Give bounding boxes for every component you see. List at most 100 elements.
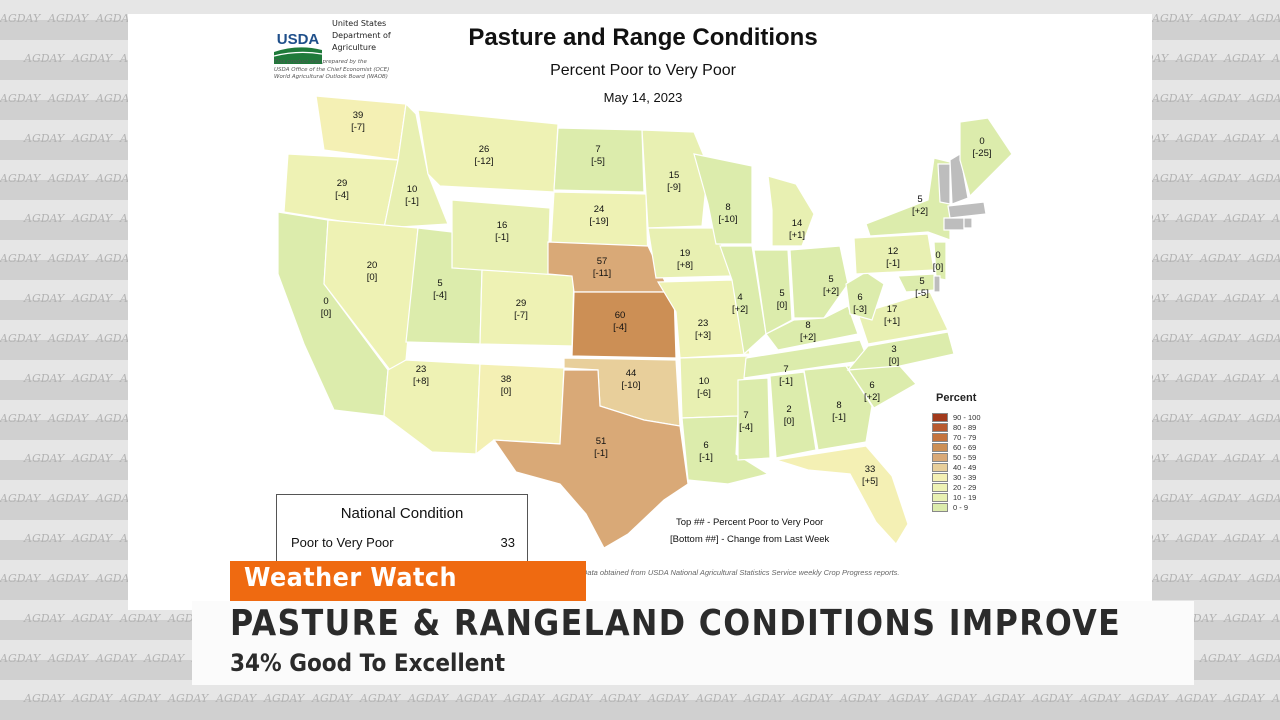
watermark-text: AGDAY bbox=[552, 692, 593, 705]
weather-watch-tag: Weather Watch bbox=[230, 561, 586, 601]
state-change-sc: [+2] bbox=[864, 392, 880, 403]
state-change-mo: [+3] bbox=[695, 330, 711, 341]
state-change-fl: [+5] bbox=[862, 476, 878, 487]
state-value-ia: 19 bbox=[680, 248, 691, 259]
state-change-ks: [-4] bbox=[613, 322, 627, 333]
state-value-wa: 39 bbox=[353, 110, 364, 121]
state-mt bbox=[417, 109, 559, 193]
watermark-text: AGDAY bbox=[72, 292, 113, 305]
watermark-text: AGDAY bbox=[984, 692, 1025, 705]
state-ks bbox=[571, 291, 677, 359]
state-nc bbox=[846, 331, 955, 371]
watermark-text: AGDAY bbox=[24, 212, 65, 225]
state-change-tn: [-1] bbox=[779, 376, 793, 387]
watermark-text: AGDAY bbox=[1224, 212, 1265, 225]
watermark-text: AGDAY bbox=[1176, 212, 1217, 225]
state-mi bbox=[767, 175, 815, 247]
legend-item: 80 - 89 bbox=[932, 422, 981, 432]
state-nm bbox=[475, 363, 565, 456]
state-mn bbox=[641, 129, 709, 229]
watermark-text: AGDAY bbox=[96, 412, 137, 425]
watermark-text: AGDAY bbox=[120, 612, 161, 625]
watermark-text: AGDAY bbox=[24, 372, 65, 385]
state-ky bbox=[765, 305, 859, 351]
legend-label: 60 - 69 bbox=[953, 442, 977, 452]
legend-label: 40 - 49 bbox=[953, 462, 977, 472]
watermark-text: AGDAY bbox=[72, 452, 113, 465]
state-value-ga: 8 bbox=[836, 400, 841, 411]
state-value-va: 17 bbox=[887, 304, 898, 315]
legend-item: 10 - 19 bbox=[932, 492, 981, 502]
watermark-text: AGDAY bbox=[1224, 452, 1265, 465]
watermark-text: AGDAY bbox=[0, 252, 41, 265]
state-ms bbox=[737, 377, 771, 461]
watermark-text: AGDAY bbox=[48, 492, 89, 505]
watermark-text: AGDAY bbox=[1128, 692, 1169, 705]
watermark-text: AGDAY bbox=[264, 692, 305, 705]
watermark-text: AGDAY bbox=[1248, 492, 1280, 505]
state-change-wv: [-3] bbox=[853, 304, 867, 315]
state-value-ca: 0 bbox=[323, 296, 328, 307]
watermark-text: AGDAY bbox=[1176, 132, 1217, 145]
watermark-text: AGDAY bbox=[168, 692, 209, 705]
state-ny bbox=[865, 157, 951, 241]
legend-swatch bbox=[932, 442, 948, 452]
watermark-text: AGDAY bbox=[0, 92, 41, 105]
state-value-nj: 0 bbox=[935, 250, 940, 261]
state-change-mi: [+1] bbox=[789, 230, 805, 241]
state-de bbox=[933, 275, 941, 293]
watermark-text: AGDAY bbox=[936, 692, 977, 705]
watermark-text: AGDAY bbox=[1200, 172, 1241, 185]
state-change-nv: [0] bbox=[367, 272, 378, 283]
state-change-ar: [-6] bbox=[697, 388, 711, 399]
state-value-ar: 10 bbox=[699, 376, 710, 387]
watermark-text: AGDAY bbox=[888, 692, 929, 705]
state-value-tn: 7 bbox=[783, 364, 788, 375]
watermark-text: AGDAY bbox=[96, 92, 137, 105]
state-id bbox=[383, 102, 449, 229]
state-value-la: 6 bbox=[703, 440, 708, 451]
state-il bbox=[719, 245, 767, 356]
state-value-ky: 8 bbox=[805, 320, 810, 331]
state-change-wa: [-7] bbox=[351, 122, 365, 133]
watermark-text: AGDAY bbox=[1272, 612, 1280, 625]
legend-item: 20 - 29 bbox=[932, 482, 981, 492]
watermark-text: AGDAY bbox=[48, 12, 89, 25]
state-ga bbox=[803, 365, 873, 451]
watermark-text: AGDAY bbox=[1080, 692, 1121, 705]
state-change-tx: [-1] bbox=[594, 448, 608, 459]
state-value-az: 23 bbox=[416, 364, 427, 375]
watermark-text: AGDAY bbox=[24, 292, 65, 305]
state-change-nc: [0] bbox=[889, 356, 900, 367]
legend-swatch bbox=[932, 502, 948, 512]
state-value-mi: 14 bbox=[792, 218, 803, 229]
state-value-mo: 23 bbox=[698, 318, 709, 329]
legend-item: 70 - 79 bbox=[932, 432, 981, 442]
watermark-text: AGDAY bbox=[0, 172, 41, 185]
watermark-text: AGDAY bbox=[1272, 452, 1280, 465]
watermark-text: AGDAY bbox=[24, 612, 65, 625]
state-value-oh: 5 bbox=[828, 274, 833, 285]
state-pa bbox=[853, 233, 935, 275]
state-co bbox=[479, 269, 575, 347]
state-ct bbox=[943, 217, 965, 231]
state-change-ca: [0] bbox=[321, 308, 332, 319]
watermark-text: AGDAY bbox=[840, 692, 881, 705]
state-change-wi: [-10] bbox=[718, 214, 737, 225]
legend-item: 40 - 49 bbox=[932, 462, 981, 472]
legend-label: 90 - 100 bbox=[953, 412, 981, 422]
source-note: Data obtained from USDA National Agricul… bbox=[582, 568, 900, 577]
state-value-nm: 38 bbox=[501, 374, 512, 385]
legend-swatch bbox=[932, 412, 948, 422]
watermark-text: AGDAY bbox=[1272, 292, 1280, 305]
legend: 90 - 100 80 - 89 70 - 79 60 - 69 50 - 59 40 -… bbox=[932, 412, 981, 512]
state-value-tx: 51 bbox=[596, 436, 607, 447]
watermark-text: AGDAY bbox=[0, 412, 41, 425]
watermark-text: AGDAY bbox=[24, 692, 65, 705]
map-title: Pasture and Range Conditions bbox=[468, 24, 818, 51]
state-change-mt: [-12] bbox=[474, 156, 493, 167]
watermark-text: AGDAY bbox=[0, 492, 41, 505]
state-value-in: 5 bbox=[779, 288, 784, 299]
state-value-fl: 33 bbox=[865, 464, 876, 475]
watermark-text: AGDAY bbox=[96, 172, 137, 185]
